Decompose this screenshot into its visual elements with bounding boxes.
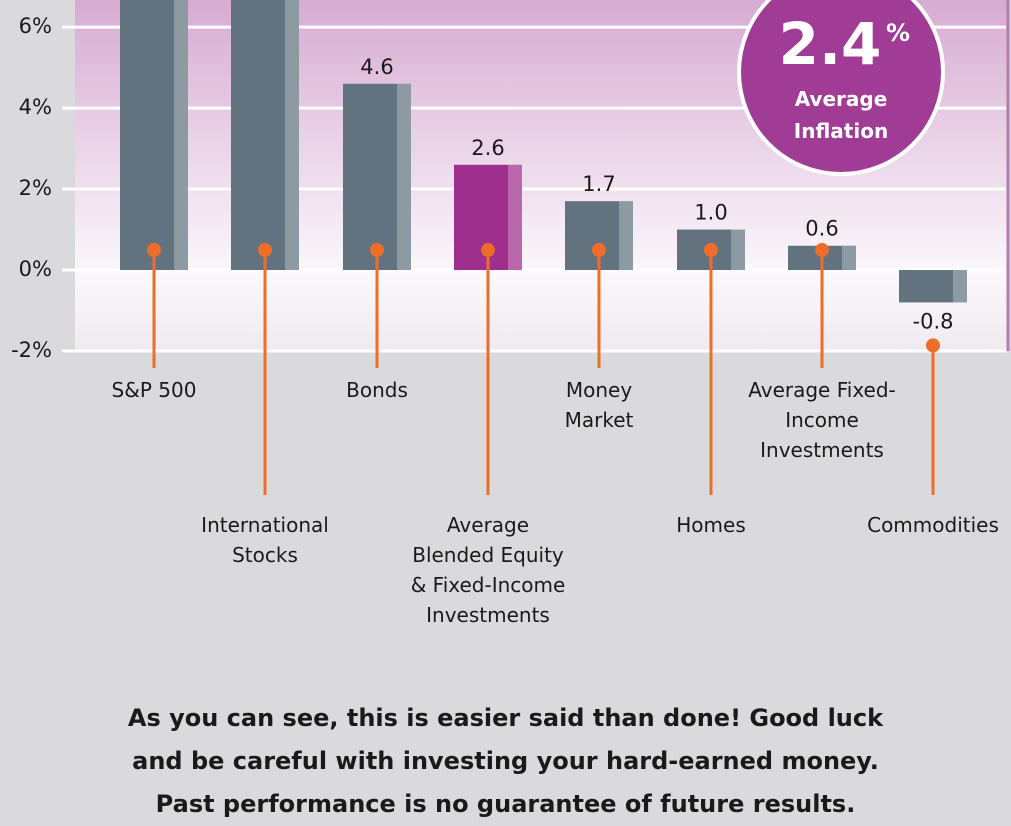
connector-dot [370, 243, 384, 257]
value-label: 1.7 [582, 172, 615, 196]
value-label: 0.6 [805, 217, 838, 241]
bar-side [619, 201, 633, 271]
footer-line: As you can see, this is easier said than… [127, 704, 884, 732]
y-tick-label: 2% [19, 176, 52, 200]
bar-face [231, 0, 299, 271]
bar-side [731, 229, 745, 271]
y-tick-label: -2% [11, 338, 52, 362]
badge-value: 2.4 [779, 10, 882, 78]
category-label: Average Blended Equity & Fixed-Income In… [410, 513, 566, 627]
footer-line: Past performance is no guarantee of futu… [155, 790, 856, 818]
footer: As you can see, this is easier said than… [0, 697, 1011, 826]
badge-text: Average Inflation [794, 87, 888, 143]
bar-face [120, 0, 188, 271]
bar-side [397, 83, 411, 271]
bar-face [899, 270, 967, 303]
bar-side [174, 0, 188, 271]
inflation-badge: 2.4 % Average Inflation [737, 0, 945, 176]
bar-side [508, 164, 522, 271]
category-label: Homes [676, 513, 746, 537]
bar-side [953, 270, 967, 303]
bar-side [842, 245, 856, 271]
footer-line: and be careful with investing your hard-… [132, 747, 879, 775]
page: -2% 0% 2% 4% 6% 4.6 2.6 1.7 1.0 0.6 -0.8 2.4% Averag… [11, 0, 1010, 818]
value-label: 4.6 [360, 55, 393, 79]
category-label: S&P 500 [111, 378, 197, 402]
y-tick-label: 0% [19, 257, 52, 281]
connector-dot [147, 243, 161, 257]
value-label: 2.6 [471, 136, 504, 160]
category-label: Bonds [346, 378, 408, 402]
y-tick-label: 4% [19, 95, 52, 119]
connector-dot [926, 338, 940, 353]
bar [120, 0, 188, 271]
connector-dot [481, 243, 495, 257]
category-label: Average Fixed-Income Investments [748, 378, 896, 462]
badge-circle [737, 0, 945, 176]
bar-side [285, 0, 299, 271]
connector-dot [815, 243, 829, 257]
chart: -2% 0% 2% 4% 6% 4.6 2.6 1.7 1.0 0.6 -0.8 2.4 % Averag… [11, 0, 1010, 495]
y-tick-label: 6% [19, 14, 52, 38]
bar [231, 0, 299, 271]
connector-dot [592, 243, 606, 257]
badge-unit: % [886, 19, 910, 47]
connector-dot [258, 243, 272, 257]
value-label: 1.0 [694, 201, 727, 225]
bar [899, 270, 967, 303]
badge-text-line: Average [795, 87, 888, 111]
category-label: Commodities [867, 513, 999, 537]
category-label: Money Market [564, 378, 634, 432]
value-label: -0.8 [913, 309, 954, 333]
category-label: International Stocks [201, 513, 329, 567]
bar-face [343, 83, 411, 271]
bar [343, 83, 411, 271]
badge-text-line: Inflation [794, 119, 888, 143]
connector-dot [704, 243, 718, 257]
